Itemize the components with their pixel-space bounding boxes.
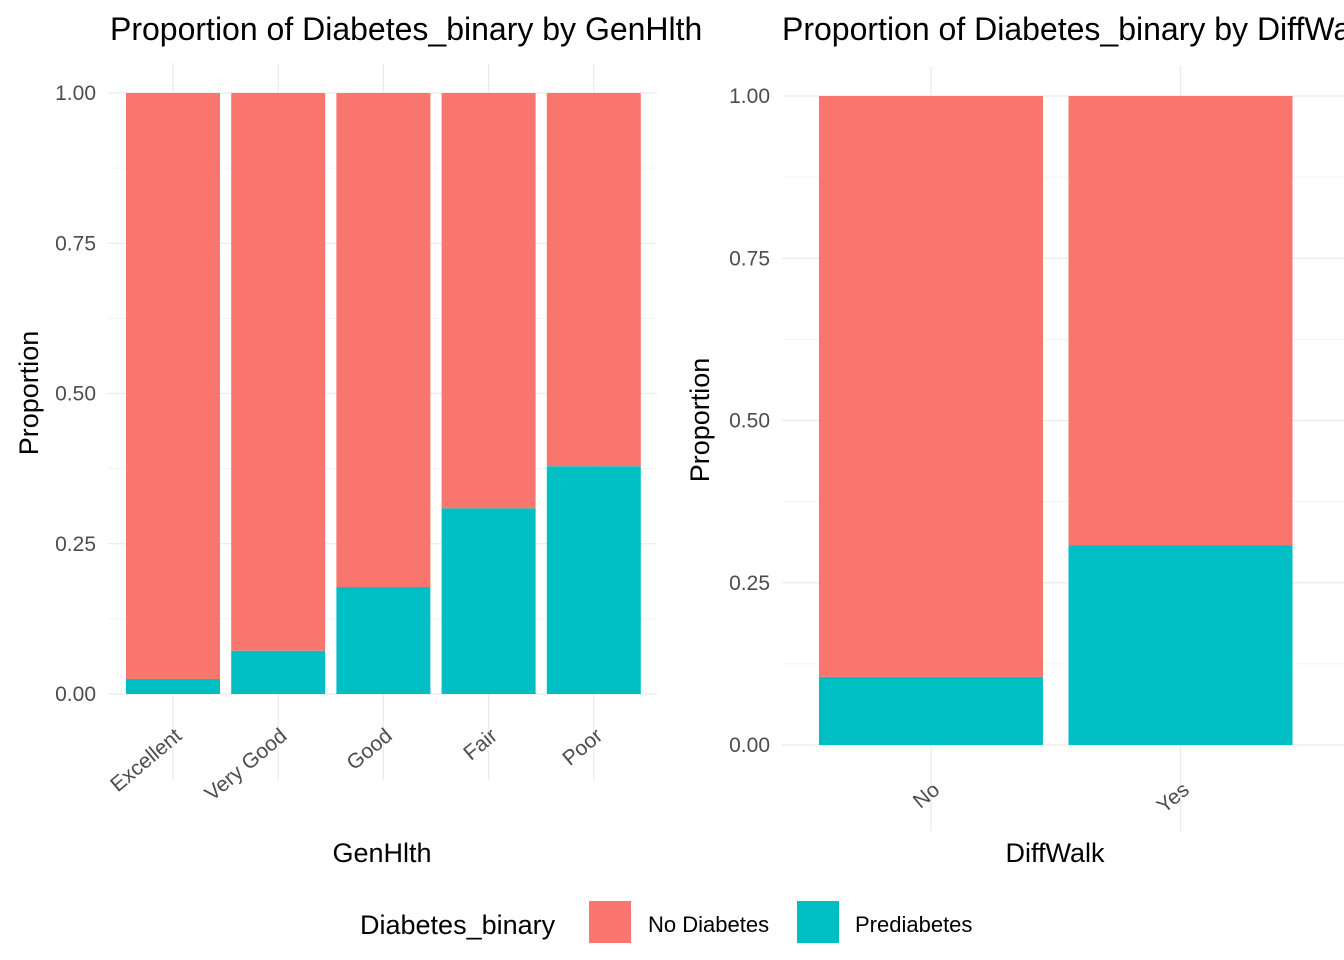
chart1-y-ticks: 0.00 0.25 0.50 0.75 1.00 bbox=[55, 82, 96, 706]
y-tick-label: 1.00 bbox=[729, 85, 770, 108]
x-tick-label: Excellent bbox=[106, 724, 186, 796]
bar-very-good-no-diabetes bbox=[231, 93, 326, 651]
x-tick-label: No bbox=[909, 778, 944, 813]
bar-no-prediabetes bbox=[819, 676, 1043, 745]
bar-no-no-diabetes bbox=[819, 96, 1043, 677]
chart2-y-ticks: 0.00 0.25 0.50 0.75 1.00 bbox=[729, 85, 770, 757]
y-tick-label: 0.00 bbox=[729, 734, 770, 757]
chart2-x-axis-title: DiffWalk bbox=[1005, 838, 1105, 868]
x-tick-label: Poor bbox=[558, 724, 607, 770]
chart1-title: Proportion of Diabetes_binary by GenHlth bbox=[110, 11, 702, 47]
x-tick-label: Fair bbox=[459, 724, 501, 765]
bar-fair-prediabetes bbox=[441, 508, 536, 694]
genhlth-chart: Proportion of Diabetes_binary by GenHlth… bbox=[14, 11, 702, 868]
y-tick-label: 0.75 bbox=[55, 232, 96, 255]
x-tick-label: Yes bbox=[1153, 778, 1194, 818]
chart2-title: Proportion of Diabetes_binary by DiffWal… bbox=[782, 11, 1344, 47]
legend: Diabetes_binary No Diabetes Prediabetes bbox=[360, 901, 972, 943]
bar-very-good-prediabetes bbox=[231, 650, 326, 694]
bar-yes-prediabetes bbox=[1068, 545, 1293, 745]
chart1-y-axis-title: Proportion bbox=[14, 331, 44, 456]
legend-label-prediabetes: Prediabetes bbox=[855, 912, 972, 937]
bar-fair-no-diabetes bbox=[441, 93, 536, 509]
legend-swatch-prediabetes bbox=[797, 901, 839, 943]
bar-good-prediabetes bbox=[336, 587, 431, 694]
legend-title: Diabetes_binary bbox=[360, 910, 556, 940]
x-tick-label: Good bbox=[342, 724, 396, 775]
chart1-bars bbox=[126, 93, 641, 694]
bar-poor-no-diabetes bbox=[546, 93, 641, 467]
y-tick-label: 0.75 bbox=[729, 247, 770, 270]
bar-excellent-no-diabetes bbox=[126, 93, 220, 679]
y-tick-label: 0.00 bbox=[55, 683, 96, 706]
legend-swatch-no-diabetes bbox=[589, 901, 631, 943]
bar-good-no-diabetes bbox=[336, 93, 431, 588]
chart2-y-axis-title: Proportion bbox=[685, 358, 715, 483]
diffwalk-chart: Proportion of Diabetes_binary by DiffWal… bbox=[685, 11, 1344, 868]
y-tick-label: 0.25 bbox=[729, 572, 770, 595]
y-tick-label: 0.50 bbox=[729, 410, 770, 433]
chart2-x-ticks: No Yes bbox=[909, 778, 1194, 818]
chart1-x-axis-title: GenHlth bbox=[332, 838, 431, 868]
y-tick-label: 0.25 bbox=[55, 533, 96, 556]
legend-label-no-diabetes: No Diabetes bbox=[648, 912, 769, 937]
bar-poor-prediabetes bbox=[546, 466, 641, 694]
chart1-x-ticks: Excellent Very Good Good Fair Poor bbox=[106, 724, 607, 806]
y-tick-label: 1.00 bbox=[55, 82, 96, 105]
y-tick-label: 0.50 bbox=[55, 383, 96, 406]
chart2-bars bbox=[819, 96, 1293, 745]
bar-excellent-prediabetes bbox=[126, 678, 220, 694]
bar-yes-no-diabetes bbox=[1068, 96, 1293, 546]
